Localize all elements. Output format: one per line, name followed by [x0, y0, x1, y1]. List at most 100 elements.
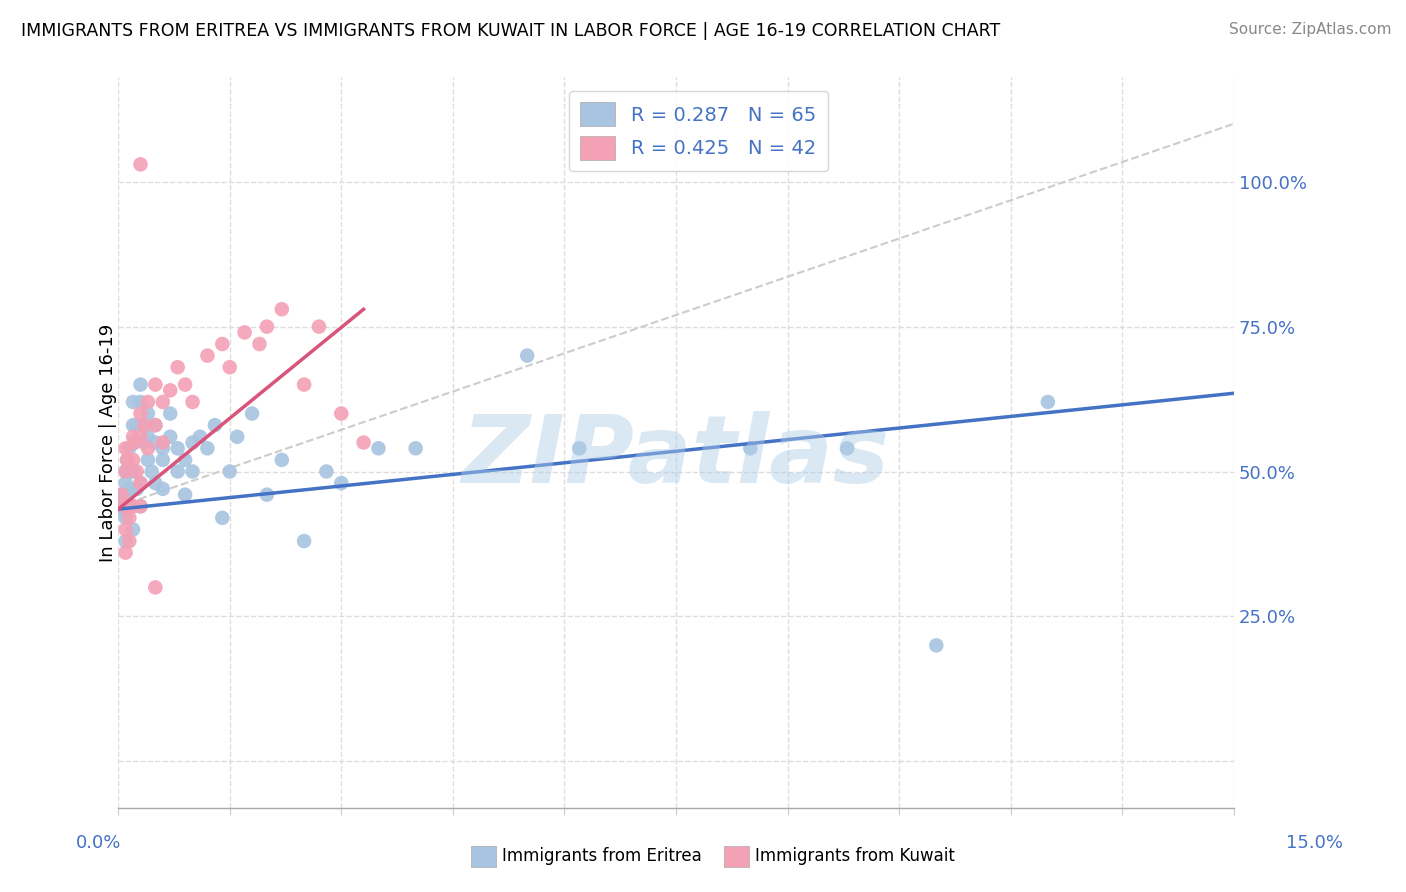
Point	[122, 500, 145, 514]
Point	[111, 488, 134, 502]
Point	[111, 488, 134, 502]
Point	[122, 523, 145, 537]
Point	[197, 349, 219, 363]
Text: 0.0%: 0.0%	[76, 834, 121, 852]
Point	[125, 482, 148, 496]
Point	[166, 442, 188, 456]
Point	[256, 488, 278, 502]
Point	[270, 453, 292, 467]
Point	[835, 442, 858, 456]
Point	[159, 407, 181, 421]
Text: ZIPatlas: ZIPatlas	[463, 411, 890, 503]
Point	[118, 534, 141, 549]
Point	[120, 465, 142, 479]
Point	[112, 500, 135, 514]
Point	[330, 407, 353, 421]
Point	[152, 453, 174, 467]
Point	[114, 511, 136, 525]
Point	[131, 418, 153, 433]
Point	[292, 377, 315, 392]
Point	[568, 442, 591, 456]
Point	[136, 430, 159, 444]
Point	[136, 453, 159, 467]
Point	[152, 482, 174, 496]
Point	[516, 349, 538, 363]
Point	[114, 546, 136, 560]
Point	[143, 418, 166, 433]
Point	[129, 476, 152, 491]
Point	[129, 377, 152, 392]
Text: Source: ZipAtlas.com: Source: ZipAtlas.com	[1229, 22, 1392, 37]
Point	[211, 511, 233, 525]
Point	[118, 482, 141, 496]
Point	[122, 430, 145, 444]
Point	[143, 476, 166, 491]
Point	[330, 476, 353, 491]
Point	[197, 442, 219, 456]
Point	[143, 581, 166, 595]
Point	[114, 465, 136, 479]
Point	[159, 384, 181, 398]
Point	[114, 523, 136, 537]
Point	[211, 337, 233, 351]
Point	[136, 395, 159, 409]
Point	[204, 418, 226, 433]
Point	[367, 442, 389, 456]
Point	[125, 465, 148, 479]
Point	[122, 465, 145, 479]
Point	[129, 476, 152, 491]
Text: In Labor Force | Age 16-19: In Labor Force | Age 16-19	[100, 324, 117, 562]
Point	[136, 442, 159, 456]
Point	[136, 407, 159, 421]
Point	[270, 302, 292, 317]
Point	[122, 500, 145, 514]
Text: 15.0%: 15.0%	[1286, 834, 1343, 852]
Point	[129, 500, 152, 514]
Point	[143, 377, 166, 392]
Point	[405, 442, 427, 456]
Point	[124, 435, 146, 450]
Point	[134, 418, 156, 433]
Point	[292, 534, 315, 549]
Point	[181, 435, 204, 450]
Text: IMMIGRANTS FROM ERITREA VS IMMIGRANTS FROM KUWAIT IN LABOR FORCE | AGE 16-19 COR: IMMIGRANTS FROM ERITREA VS IMMIGRANTS FR…	[21, 22, 1000, 40]
Point	[114, 500, 136, 514]
Point	[115, 453, 138, 467]
Point	[188, 430, 211, 444]
Point	[1036, 395, 1059, 409]
Point	[115, 453, 138, 467]
Point	[112, 505, 135, 519]
Point	[129, 157, 152, 171]
Point	[114, 534, 136, 549]
Point	[174, 377, 197, 392]
Point	[122, 418, 145, 433]
Point	[114, 442, 136, 456]
Point	[129, 500, 152, 514]
Point	[143, 435, 166, 450]
Point	[218, 360, 240, 375]
Point	[226, 430, 249, 444]
Point	[114, 476, 136, 491]
Point	[129, 407, 152, 421]
Point	[740, 442, 762, 456]
Point	[152, 435, 174, 450]
Point	[124, 435, 146, 450]
Point	[141, 465, 163, 479]
Point	[117, 488, 139, 502]
Point	[218, 465, 240, 479]
Point	[143, 418, 166, 433]
Point	[152, 395, 174, 409]
Point	[166, 360, 188, 375]
Point	[129, 395, 152, 409]
Point	[174, 488, 197, 502]
Point	[181, 395, 204, 409]
Point	[152, 442, 174, 456]
Point	[181, 465, 204, 479]
Point	[159, 430, 181, 444]
Text: Immigrants from Eritrea: Immigrants from Eritrea	[502, 847, 702, 865]
Point	[166, 465, 188, 479]
Text: Immigrants from Kuwait: Immigrants from Kuwait	[755, 847, 955, 865]
Point	[122, 395, 145, 409]
Point	[118, 442, 141, 456]
Point	[308, 319, 330, 334]
